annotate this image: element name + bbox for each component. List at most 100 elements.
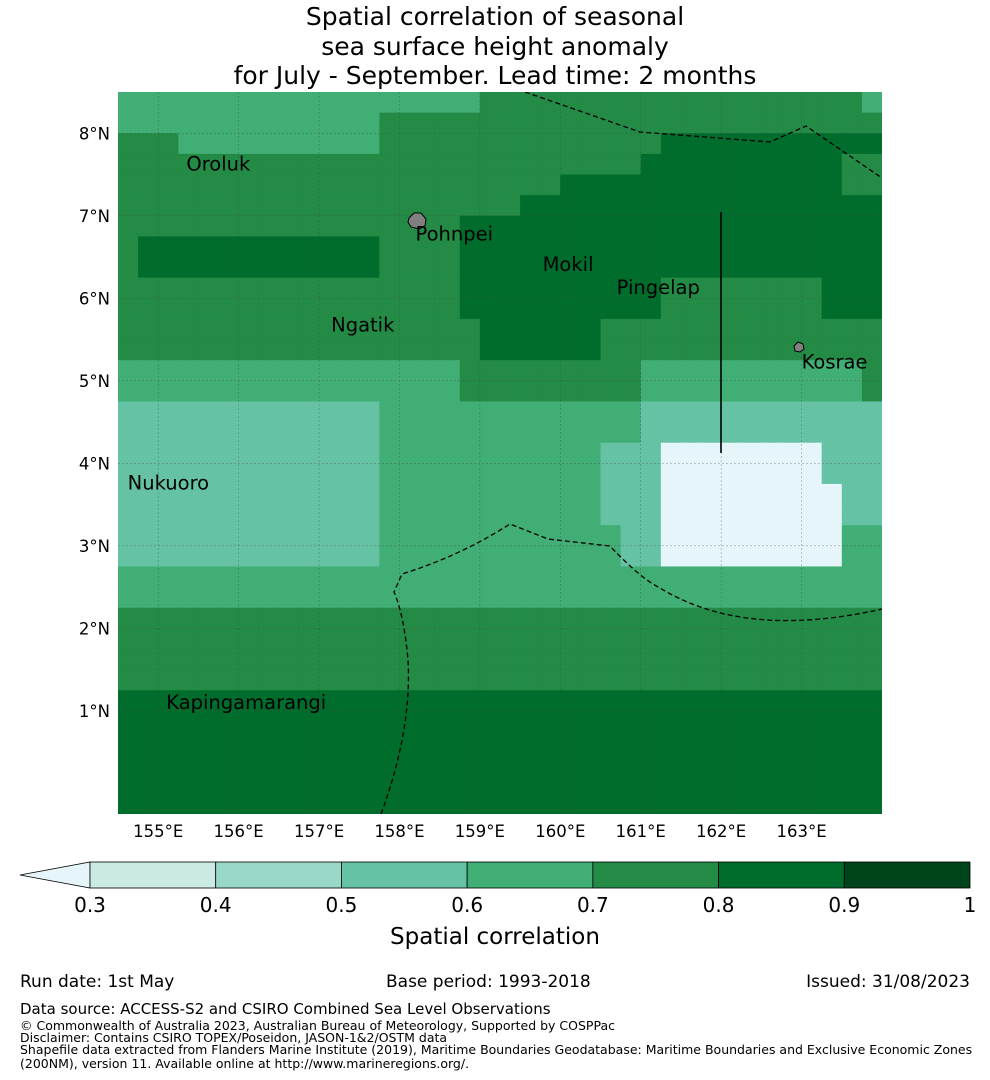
correlation-cell (298, 360, 320, 382)
correlation-cell (660, 628, 682, 650)
correlation-cell (680, 690, 702, 712)
correlation-cell (138, 958, 159, 960)
correlation-cell (339, 92, 360, 114)
correlation-cell (138, 133, 159, 155)
correlation-cell (218, 257, 240, 279)
correlation-cell (419, 648, 441, 671)
correlation-cell (861, 92, 882, 114)
correlation-cell (178, 525, 200, 547)
correlation-cell (298, 793, 320, 814)
correlation-cell (459, 690, 481, 712)
correlation-cell (138, 897, 159, 918)
correlation-cell (500, 401, 521, 423)
correlation-cell (600, 690, 622, 712)
correlation-cell (298, 133, 320, 155)
correlation-cell (279, 917, 300, 938)
correlation-cell (701, 380, 722, 403)
correlation-cell (620, 257, 642, 279)
correlation-cell (821, 752, 843, 774)
correlation-cell (118, 793, 139, 814)
correlation-cell (138, 669, 159, 691)
correlation-cell (238, 422, 260, 444)
correlation-cell (580, 318, 602, 341)
correlation-cell (278, 648, 300, 671)
correlation-cell (258, 772, 280, 794)
correlation-cell (841, 648, 863, 671)
correlation-cell (198, 566, 220, 588)
correlation-cell (238, 442, 260, 464)
correlation-cell (741, 897, 762, 918)
correlation-cell (580, 133, 602, 155)
correlation-cell (459, 174, 481, 196)
correlation-cell (298, 339, 320, 361)
correlation-cell (620, 772, 642, 794)
correlation-cell (500, 112, 521, 134)
correlation-cell (158, 545, 179, 568)
correlation-cell (781, 628, 803, 650)
correlation-cell (459, 793, 481, 814)
correlation-cell (439, 215, 461, 237)
correlation-cell (701, 133, 722, 155)
correlation-cell (620, 215, 642, 237)
longitude-tick-label: 156°E (214, 822, 264, 841)
correlation-cell (741, 545, 762, 568)
correlation-cell (600, 318, 622, 341)
correlation-cell (399, 504, 421, 526)
correlation-cell (479, 133, 501, 155)
correlation-cell (600, 669, 622, 691)
correlation-cell (399, 133, 421, 155)
correlation-cell (801, 257, 823, 279)
correlation-cell (198, 257, 220, 279)
correlation-cell (298, 153, 320, 176)
correlation-cell (841, 339, 863, 361)
correlation-cell (399, 92, 421, 114)
correlation-cell (479, 669, 501, 691)
correlation-cell (640, 731, 662, 753)
correlation-cell (802, 897, 823, 918)
correlation-cell (680, 401, 702, 423)
correlation-cell (680, 339, 702, 361)
correlation-cell (580, 339, 602, 361)
correlation-cell (520, 442, 541, 464)
correlation-cell (158, 897, 179, 918)
correlation-cell (278, 710, 300, 733)
correlation-cell (298, 669, 320, 691)
correlation-cell (721, 793, 742, 814)
correlation-cell (278, 772, 300, 794)
correlation-cell (681, 938, 702, 959)
correlation-cell (580, 360, 602, 382)
correlation-cell (439, 277, 461, 299)
correlation-cell (821, 422, 843, 444)
correlation-cell (359, 442, 380, 464)
correlation-cell (198, 690, 220, 712)
correlation-cell (158, 318, 179, 341)
chart-title: Spatial correlation of seasonal sea surf… (0, 2, 990, 91)
correlation-cell (680, 587, 702, 609)
correlation-cell (741, 318, 762, 341)
correlation-cell (379, 236, 401, 258)
correlation-cell (580, 566, 602, 588)
correlation-cell (118, 360, 139, 382)
longitude-tick-label: 157°E (294, 822, 344, 841)
correlation-cell (680, 215, 702, 237)
correlation-cell (680, 195, 702, 217)
correlation-cell (359, 422, 380, 444)
correlation-cell (138, 153, 159, 176)
correlation-cell (861, 360, 882, 382)
correlation-cell (278, 587, 300, 609)
correlation-cell (681, 917, 702, 938)
correlation-cell (580, 793, 602, 814)
correlation-cell (701, 731, 722, 753)
correlation-cell (520, 318, 541, 341)
correlation-cell (178, 298, 200, 320)
correlation-cell (821, 463, 843, 485)
correlation-cell (500, 772, 521, 794)
correlation-cell (219, 917, 240, 938)
correlation-cell (258, 628, 280, 650)
correlation-cell (359, 236, 380, 258)
correlation-cell (399, 360, 421, 382)
correlation-cell (641, 958, 662, 960)
correlation-cell (500, 648, 521, 671)
correlation-cell (238, 236, 260, 258)
correlation-cell (218, 566, 240, 588)
